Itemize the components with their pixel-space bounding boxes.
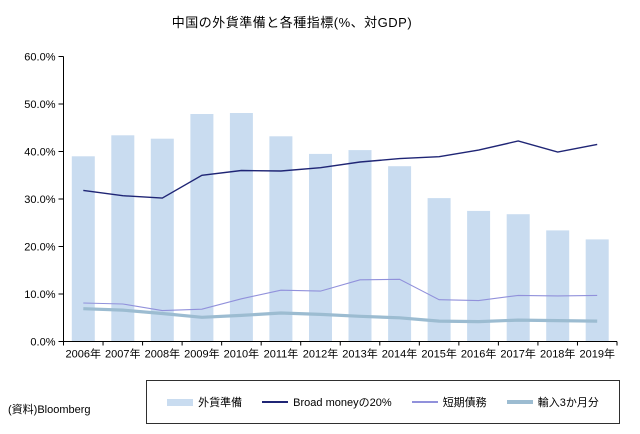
line-broad-money-20pct [83, 140, 598, 199]
bar-fx-reserves-2009 [190, 114, 214, 342]
y-axis-label: 10.0% [24, 289, 55, 301]
x-axis-label: 2008年 [145, 347, 180, 361]
y-axis-label: 20.0% [24, 242, 55, 254]
legend-swatch-imports-3-months [506, 400, 533, 404]
chart-title: 中国の外貨準備と各種指標(%、対GDP) [171, 15, 413, 30]
bar-fx-reserves-2019 [585, 239, 609, 342]
bar-fx-reserves-2007 [111, 135, 135, 342]
y-axis-label: 30.0% [24, 194, 55, 206]
y-axis-label: 0.0% [30, 337, 55, 349]
x-axis-label: 2006年 [66, 347, 101, 361]
legend-label-short-term-debt: 短期債務 [442, 397, 487, 409]
x-axis-label: 2015年 [421, 347, 456, 361]
legend-label-fx-reserves: 外貨準備 [198, 397, 243, 409]
x-axis-label: 2016年 [461, 347, 496, 361]
legend-swatch-broad-money [262, 401, 289, 403]
y-axis-label: 50.0% [24, 99, 55, 111]
bar-fx-reserves-2017 [506, 214, 530, 342]
x-axis-label: 2014年 [382, 347, 417, 361]
legend-label-imports-3-months: 輸入3か月分 [537, 397, 599, 409]
x-axis-label: 2017年 [500, 347, 535, 361]
x-axis-label: 2018年 [540, 347, 575, 361]
x-axis-label: 2007年 [105, 347, 140, 361]
bar-fx-reserves-2014 [388, 166, 412, 342]
bar-fx-reserves-2010 [229, 113, 253, 342]
legend-item-fx-reserves: 外貨準備 [167, 394, 242, 410]
bar-fx-reserves-2011 [269, 136, 293, 342]
legend-item-short-term-debt: 短期債務 [411, 394, 487, 410]
line-short-term-debt [83, 278, 598, 312]
chart-plot: 0.0% 10.0% 20.0% 30.0% 40.0% 50.0% 60.0% 2006年 2… [24, 52, 618, 361]
y-axis-label: 40.0% [24, 147, 55, 159]
source-note: (資料)Bloomberg [8, 404, 91, 416]
bar-fx-reserves-2018 [546, 230, 570, 342]
line-imports-3-months [83, 307, 598, 324]
x-axis-label: 2019年 [579, 347, 614, 361]
x-axis-label: 2013年 [342, 347, 377, 361]
x-axis-label: 2011年 [264, 347, 299, 361]
bar-fx-reserves-2015 [427, 198, 451, 342]
legend-label-broad-money: Broad moneyの20% [293, 397, 392, 409]
bar-fx-reserves-2013 [348, 150, 372, 342]
x-axis-label: 2009年 [184, 347, 219, 361]
bar-fx-reserves-2012 [309, 153, 332, 342]
legend-item-imports-3-months: 輸入3か月分 [506, 394, 599, 410]
bar-fx-reserves-2006 [71, 156, 95, 342]
y-axis-label: 60.0% [24, 52, 55, 64]
x-axis-label: 2010年 [224, 347, 259, 361]
bar-fx-reserves-2016 [467, 210, 491, 342]
chart-legend: 外貨準備 Broad moneyの20% 短期債務 輸入3か月分 [146, 380, 620, 424]
bar-fx-reserves-2008 [150, 138, 174, 342]
legend-swatch-short-term-debt [411, 401, 438, 403]
x-axis-label: 2012年 [303, 347, 338, 361]
legend-item-broad-money: Broad moneyの20% [262, 394, 392, 410]
legend-swatch-fx-reserves [167, 398, 194, 406]
